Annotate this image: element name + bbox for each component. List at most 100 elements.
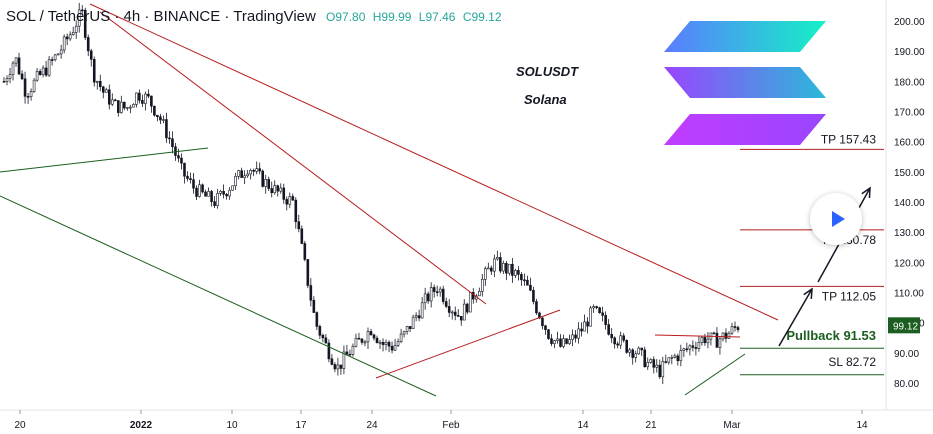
high-value: H99.99 xyxy=(372,10,412,24)
candle-body xyxy=(462,303,466,321)
price-axis[interactable]: 80.0090.00100.00110.00120.00130.00140.00… xyxy=(885,0,925,410)
candle-body xyxy=(484,268,487,280)
candle-body xyxy=(637,347,641,355)
time-tick-label: 20 xyxy=(14,420,26,431)
candle-body xyxy=(59,49,63,55)
symbol-title[interactable]: SOL / TetherUS · 4h · BINANCE · TradingV… xyxy=(6,8,316,25)
candle-body xyxy=(240,170,243,178)
time-tick-label: Mar xyxy=(723,420,741,431)
candle-body xyxy=(402,331,406,335)
name-note: Solana xyxy=(524,92,567,107)
candle-body xyxy=(41,67,45,75)
level-label: SL 82.72 xyxy=(828,355,876,369)
candle-body xyxy=(733,326,737,328)
solana-logo xyxy=(664,21,826,145)
price-tick-label: 110.00 xyxy=(894,289,924,300)
candle-body xyxy=(468,292,472,313)
candle-body xyxy=(288,196,292,205)
price-tick-label: 200.00 xyxy=(894,17,925,28)
candle-body xyxy=(234,176,237,187)
candle-body xyxy=(565,338,568,344)
candle-body xyxy=(104,89,108,93)
candle-body xyxy=(360,338,364,343)
candle-body xyxy=(35,71,39,81)
candle-body xyxy=(74,25,78,33)
candle-body xyxy=(222,190,225,195)
candle-body xyxy=(168,137,171,140)
candle-body xyxy=(159,116,162,121)
price-tick-label: 160.00 xyxy=(894,138,925,149)
candle-body xyxy=(189,178,192,180)
candle-body xyxy=(652,359,656,368)
candle-body xyxy=(610,334,613,339)
arrow-to-tp1-head xyxy=(803,287,813,300)
candle-body xyxy=(622,335,625,341)
candle-body xyxy=(529,284,532,291)
candle-body xyxy=(523,279,526,282)
candle-body xyxy=(586,321,589,327)
time-axis[interactable]: 20 2022 10 17 24 Feb 14 21 Mar 14 xyxy=(0,409,933,431)
candle-body xyxy=(114,99,117,102)
candle-body xyxy=(77,9,81,27)
candle-body xyxy=(282,187,286,200)
candle-body xyxy=(715,332,719,348)
candle-body xyxy=(267,179,271,189)
candle-body xyxy=(327,342,331,360)
candle-body xyxy=(285,199,289,205)
candle-body xyxy=(429,287,433,302)
candle-body xyxy=(511,263,514,276)
candle-body xyxy=(264,179,268,187)
close-value: C99.12 xyxy=(462,10,502,24)
price-tick-label: 140.00 xyxy=(894,198,925,209)
candle-body xyxy=(23,78,27,97)
candle-body xyxy=(559,338,562,347)
last-price-label: 99.12 xyxy=(893,321,918,332)
candle-body xyxy=(237,170,240,177)
candle-body xyxy=(490,267,493,272)
candle-body xyxy=(120,101,123,113)
candle-body xyxy=(252,170,255,172)
candle-body xyxy=(444,301,448,307)
candle-body xyxy=(17,57,21,75)
candle-body xyxy=(147,93,150,97)
candle-body xyxy=(101,86,105,93)
candle-body xyxy=(568,339,571,344)
candle-body xyxy=(496,257,499,260)
candle-body xyxy=(634,353,638,358)
candle-body xyxy=(730,326,734,334)
candle-body xyxy=(625,340,628,353)
candle-body xyxy=(65,36,69,40)
candle-body xyxy=(721,332,725,340)
candle-body xyxy=(718,338,722,348)
candle-body xyxy=(249,170,252,175)
candle-body xyxy=(417,315,421,319)
candle-body xyxy=(598,307,601,314)
flag-bottom xyxy=(684,353,746,396)
logo-bar xyxy=(664,114,826,145)
play-button[interactable] xyxy=(810,193,862,245)
ohlc-values: O97.80 H99.99 L97.46 C99.12 xyxy=(326,10,506,24)
candle-body xyxy=(664,361,668,363)
candle-body xyxy=(273,185,277,194)
candle-body xyxy=(679,350,683,362)
candle-body xyxy=(201,184,204,193)
time-tick-label: 21 xyxy=(645,420,657,431)
candle-body xyxy=(619,335,622,346)
candle-body xyxy=(459,316,463,321)
candle-body xyxy=(144,93,147,104)
candle-body xyxy=(89,50,93,60)
candle-body xyxy=(228,189,231,197)
candle-body xyxy=(300,228,304,244)
candle-body xyxy=(508,263,511,274)
candle-body xyxy=(411,316,415,329)
time-tick-label: 14 xyxy=(856,420,868,431)
candle-body xyxy=(369,331,373,336)
candle-body xyxy=(110,99,114,105)
candle-body xyxy=(399,333,403,342)
candle-body xyxy=(291,196,295,201)
candle-body xyxy=(258,168,261,172)
candle-body xyxy=(601,312,604,316)
candle-body xyxy=(646,362,650,368)
candle-body xyxy=(378,341,382,344)
